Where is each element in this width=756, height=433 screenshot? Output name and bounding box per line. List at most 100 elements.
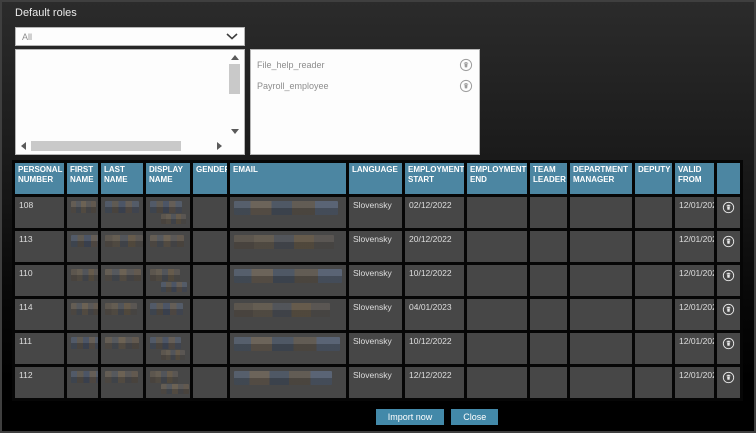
col-header-valid-from: VALID FROM (675, 163, 714, 194)
cell-language: Slovensky (349, 367, 402, 398)
cell-employment-end (467, 265, 527, 296)
assigned-role-item: Payroll_employee (257, 75, 473, 96)
cell-department-manager (570, 231, 632, 262)
col-header-deputy: DEPUTY (635, 163, 672, 194)
cell-employment-start: 04/01/2023 (405, 299, 464, 330)
cell-employment-end (467, 231, 527, 262)
cell-display-name-redacted (146, 197, 190, 228)
cell-employment-start: 20/12/2022 (405, 231, 464, 262)
cell-actions (717, 197, 740, 228)
scroll-up-icon[interactable] (230, 55, 239, 60)
delete-role-button[interactable] (459, 79, 473, 93)
cell-employment-start: 10/12/2022 (405, 265, 464, 296)
delete-role-button[interactable] (459, 58, 473, 72)
cell-last-name-redacted (101, 299, 143, 330)
cell-language: Slovensky (349, 231, 402, 262)
cell-deputy (635, 367, 672, 398)
cell-team-leader (530, 265, 567, 296)
cell-email-redacted (230, 265, 346, 296)
cell-team-leader (530, 231, 567, 262)
trash-icon (722, 235, 735, 248)
col-header-actions (717, 163, 740, 194)
vertical-scrollbar[interactable] (227, 52, 242, 137)
delete-row-button[interactable] (722, 371, 735, 384)
trash-icon (722, 303, 735, 316)
cell-language: Slovensky (349, 197, 402, 228)
close-button[interactable]: Close (451, 409, 499, 425)
cell-personal-number: 113 (15, 231, 64, 262)
footer-actions: Import now Close (2, 409, 754, 425)
scroll-right-icon[interactable] (217, 141, 222, 150)
cell-valid-from: 12/01/2023 (675, 265, 714, 296)
cell-valid-from: 12/01/2023 (675, 197, 714, 228)
cell-gender (193, 299, 227, 330)
cell-actions (717, 299, 740, 330)
cell-last-name-redacted (101, 333, 143, 364)
cell-first-name-redacted (67, 231, 98, 262)
cell-valid-from: 12/01/2023 (675, 367, 714, 398)
cell-last-name-redacted (101, 265, 143, 296)
cell-last-name-redacted (101, 197, 143, 228)
roles-filter-dropdown[interactable]: All (15, 27, 245, 46)
cell-employment-end (467, 197, 527, 228)
cell-display-name-redacted (146, 367, 190, 398)
cell-email-redacted (230, 367, 346, 398)
cell-first-name-redacted (67, 265, 98, 296)
cell-gender (193, 197, 227, 228)
cell-personal-number: 110 (15, 265, 64, 296)
delete-row-button[interactable] (722, 337, 735, 350)
cell-first-name-redacted (67, 367, 98, 398)
col-header-employment-end: EMPLOYMENT END (467, 163, 527, 194)
delete-row-button[interactable] (722, 235, 735, 248)
cell-gender (193, 333, 227, 364)
cell-employment-end (467, 367, 527, 398)
cell-display-name-redacted (146, 265, 190, 296)
trash-icon (722, 201, 735, 214)
col-header-team-leader: TEAM LEADER (530, 163, 567, 194)
cell-personal-number: 111 (15, 333, 64, 364)
cell-team-leader (530, 197, 567, 228)
import-now-button[interactable]: Import now (375, 409, 445, 425)
cell-employment-end (467, 299, 527, 330)
col-header-personal-number: PERSONAL NUMBER (15, 163, 64, 194)
cell-email-redacted (230, 299, 346, 330)
cell-first-name-redacted (67, 333, 98, 364)
cell-first-name-redacted (67, 299, 98, 330)
assigned-role-item: File_help_reader (257, 54, 473, 75)
delete-row-button[interactable] (722, 269, 735, 282)
assigned-role-label: Payroll_employee (257, 80, 329, 91)
cell-valid-from: 12/01/2023 (675, 333, 714, 364)
col-header-last-name: LAST NAME (101, 163, 143, 194)
cell-email-redacted (230, 197, 346, 228)
cell-deputy (635, 333, 672, 364)
cell-department-manager (570, 265, 632, 296)
cell-last-name-redacted (101, 367, 143, 398)
cell-gender (193, 367, 227, 398)
trash-icon (722, 371, 735, 384)
trash-icon (722, 269, 735, 282)
cell-deputy (635, 299, 672, 330)
cell-employment-start: 12/12/2022 (405, 367, 464, 398)
cell-department-manager (570, 367, 632, 398)
chevron-down-icon (226, 33, 238, 40)
cell-valid-from: 12/01/2023 (675, 231, 714, 262)
trash-icon (722, 337, 735, 350)
vertical-scroll-thumb[interactable] (229, 64, 240, 94)
cell-team-leader (530, 367, 567, 398)
delete-row-button[interactable] (722, 201, 735, 214)
assigned-roles-panel: File_help_reader Payroll_employee (250, 49, 480, 155)
cell-department-manager (570, 197, 632, 228)
cell-actions (717, 265, 740, 296)
trash-icon (459, 58, 473, 72)
cell-display-name-redacted (146, 333, 190, 364)
horizontal-scrollbar[interactable] (18, 139, 225, 152)
cell-actions (717, 231, 740, 262)
cell-employment-end (467, 333, 527, 364)
scroll-left-icon[interactable] (21, 141, 26, 150)
cell-gender (193, 231, 227, 262)
horizontal-scroll-thumb[interactable] (31, 140, 181, 151)
delete-row-button[interactable] (722, 303, 735, 316)
available-roles-listbox[interactable] (15, 49, 245, 155)
col-header-gender: GENDER (193, 163, 227, 194)
scroll-down-icon[interactable] (230, 129, 239, 134)
